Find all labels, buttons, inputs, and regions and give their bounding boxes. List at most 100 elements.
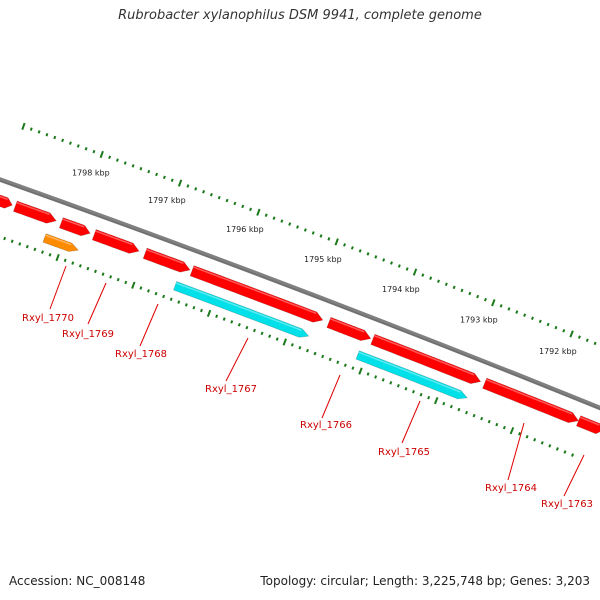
minor-tick (419, 392, 423, 397)
minor-tick (396, 384, 400, 388)
minor-tick (321, 354, 325, 359)
minor-tick (429, 276, 433, 280)
minor-tick (131, 164, 135, 168)
minor-tick (525, 434, 529, 439)
minor-tick (217, 195, 221, 200)
feature-7-cds_forward-highlight (329, 318, 365, 333)
feature-9-cds_forward-highlight (485, 378, 573, 415)
minor-tick (177, 300, 181, 304)
minor-tick (350, 246, 354, 250)
minor-tick (389, 381, 393, 385)
feature-3-cds_forward-highlight (62, 218, 85, 228)
minor-tick (86, 266, 90, 271)
minor-tick (374, 375, 378, 379)
feature-4-cds_forward-highlight (95, 230, 133, 246)
minor-tick (442, 401, 446, 406)
minor-tick (296, 225, 300, 229)
gene-label-Rxyl_1769: Rxyl_1769 (62, 329, 114, 340)
minor-tick (412, 389, 415, 394)
scale-label-1797-kbp: 1797 kbp (148, 196, 186, 205)
minor-tick (421, 273, 425, 277)
leader-line-Rxyl_1769 (87, 282, 107, 325)
gene-label-Rxyl_1770: Rxyl_1770 (22, 313, 74, 324)
minor-tick (381, 378, 385, 382)
minor-tick (209, 192, 213, 197)
minor-tick (366, 372, 370, 376)
minor-tick (230, 320, 234, 324)
minor-tick (515, 310, 519, 314)
minor-tick (336, 360, 340, 365)
feature-edge-cds (575, 415, 600, 435)
minor-tick (523, 313, 527, 317)
minor-tick (319, 234, 323, 238)
minor-tick (249, 207, 253, 212)
minor-tick (162, 175, 166, 180)
major-tick (99, 150, 104, 159)
minor-tick (437, 279, 440, 283)
minor-tick (222, 317, 226, 321)
minor-tick (225, 198, 229, 203)
leader-line-Rxyl_1766 (321, 374, 341, 419)
major-tick (509, 427, 515, 435)
minor-tick (268, 334, 272, 338)
feature-edge-cds-highlight (579, 416, 600, 426)
inner-scale-ring (3, 236, 575, 457)
major-tick (131, 281, 136, 289)
minor-tick (115, 158, 119, 162)
scale-label-1798-kbp: 1798 kbp (72, 168, 110, 177)
minor-tick (245, 325, 249, 330)
minor-tick (162, 294, 166, 299)
minor-tick (483, 297, 487, 302)
minor-tick (45, 132, 49, 137)
minor-tick (343, 243, 346, 247)
leader-line-Rxyl_1765 (401, 400, 421, 444)
minor-tick (76, 144, 80, 148)
minor-tick (449, 404, 453, 409)
leader-line-Rxyl_1768 (139, 303, 159, 347)
leader-line-Rxyl_1763 (563, 454, 585, 497)
minor-tick (502, 425, 506, 430)
feature-12-cds_reverse-highlight (358, 351, 461, 393)
gene-label-Rxyl_1763: Rxyl_1763 (541, 499, 593, 510)
feature-5-cds_forward (142, 247, 191, 273)
minor-tick (41, 250, 44, 254)
feature-5-cds_forward-highlight (146, 248, 184, 265)
major-tick (21, 122, 26, 130)
scale-label-1796-kbp: 1796 kbp (226, 225, 264, 234)
major-tick (282, 338, 287, 346)
minor-tick (555, 447, 559, 451)
minor-tick (101, 272, 105, 276)
minor-tick (139, 166, 143, 171)
minor-tick (480, 416, 484, 421)
minor-tick (202, 190, 206, 194)
minor-tick (155, 172, 159, 177)
minor-tick (585, 338, 589, 343)
minor-tick (139, 286, 143, 290)
major-tick (491, 299, 496, 307)
major-tick (256, 208, 261, 216)
scale-label-1792-kbp: 1792 kbp (539, 347, 577, 356)
minor-tick (94, 269, 97, 274)
minor-tick (343, 363, 347, 367)
minor-tick (311, 231, 315, 235)
minor-tick (10, 239, 14, 243)
gene-label-Rxyl_1766: Rxyl_1766 (300, 420, 352, 431)
minor-tick (397, 264, 401, 268)
outer-scale-ring (21, 122, 597, 346)
minor-tick (288, 222, 292, 226)
feature-7-cds_forward (326, 316, 372, 342)
minor-tick (33, 247, 37, 252)
minor-tick (518, 431, 522, 436)
scale-label-1793-kbp: 1793 kbp (460, 316, 498, 325)
minor-tick (170, 178, 174, 182)
minor-tick (298, 346, 302, 350)
minor-tick (351, 366, 355, 370)
minor-tick (313, 351, 317, 356)
minor-tick (116, 277, 120, 282)
minor-tick (472, 413, 476, 418)
feature-8-cds_forward (370, 333, 482, 384)
feature-3-cds_forward (58, 217, 91, 237)
minor-tick (147, 169, 151, 174)
minor-tick (571, 453, 575, 457)
feature-4-cds_forward (91, 229, 140, 254)
